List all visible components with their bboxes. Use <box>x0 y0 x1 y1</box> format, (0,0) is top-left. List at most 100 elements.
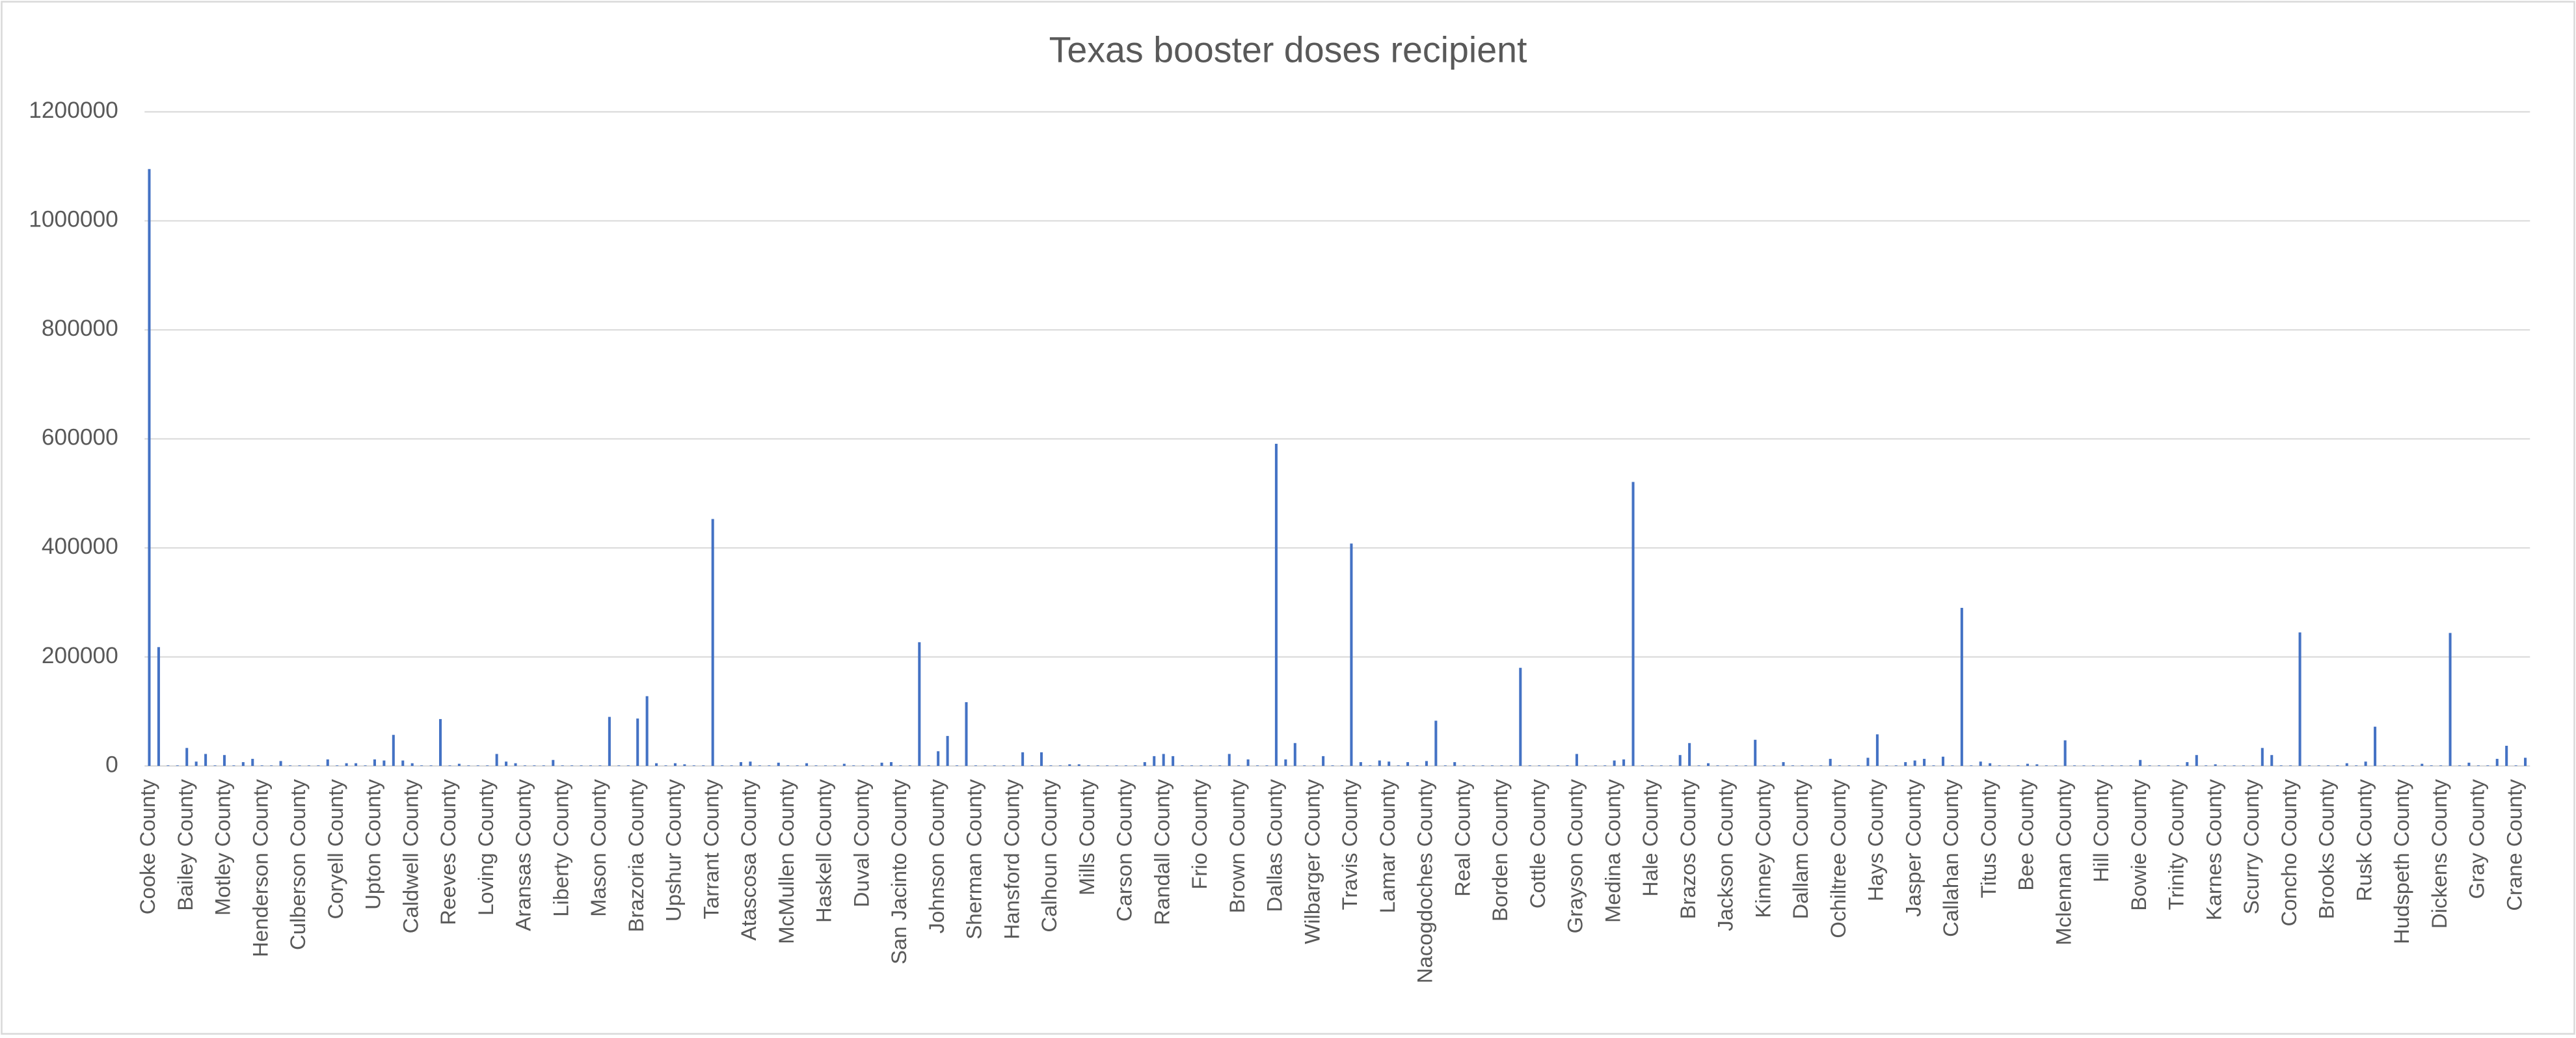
bar <box>345 763 348 766</box>
bar <box>1068 764 1071 766</box>
bar <box>232 765 235 766</box>
x-tick-label: Brazoria County <box>624 779 648 933</box>
bar <box>1857 765 1860 766</box>
bar <box>2514 765 2517 766</box>
bar <box>918 642 921 766</box>
bar <box>908 765 911 766</box>
bar <box>336 765 339 766</box>
x-tick-label: Culberson County <box>286 779 310 950</box>
x-tick-label: Ochiltree County <box>1826 779 1850 938</box>
bar <box>1782 762 1785 766</box>
bar <box>1951 765 1954 766</box>
bar <box>1960 608 1963 766</box>
bar <box>1312 765 1315 766</box>
x-tick-label: Brooks County <box>2314 779 2339 920</box>
x-tick-label: Kinney County <box>1751 779 1775 918</box>
bar <box>1913 760 1916 766</box>
bar <box>664 765 667 766</box>
bar <box>2495 759 2499 766</box>
bar <box>1115 765 1118 766</box>
bar <box>1697 765 1700 766</box>
bar <box>2476 765 2480 766</box>
bar <box>1124 765 1127 766</box>
bar <box>1801 765 1804 766</box>
bar <box>570 765 574 766</box>
x-tick-label: Gray County <box>2465 779 2489 899</box>
bar <box>842 763 846 766</box>
bar <box>486 765 489 766</box>
bar <box>2430 765 2433 766</box>
bar <box>1209 765 1212 766</box>
bar <box>1631 482 1635 766</box>
x-tick-label: Rusk County <box>2352 779 2376 902</box>
bar <box>1744 765 1747 766</box>
x-tick-label: Upshur County <box>662 779 686 922</box>
bar <box>1087 765 1090 766</box>
bar <box>636 718 639 766</box>
bar <box>1415 765 1419 766</box>
bar <box>2449 633 2452 766</box>
bar <box>1810 765 1813 766</box>
bar <box>2091 765 2095 766</box>
x-tick-label: Liberty County <box>548 779 572 917</box>
bar <box>655 763 658 766</box>
bar <box>1472 765 1475 766</box>
x-tick-label: Calhoun County <box>1037 779 1061 933</box>
bar <box>617 765 621 766</box>
y-tick-label: 1000000 <box>29 207 118 232</box>
bar <box>2186 762 2189 766</box>
y-tick-label: 0 <box>105 752 118 777</box>
bar <box>871 765 874 766</box>
bar <box>307 765 310 766</box>
bar <box>1049 765 1053 766</box>
bar <box>1989 763 1992 766</box>
bar <box>1265 765 1268 766</box>
bar <box>927 765 930 766</box>
bar <box>1331 765 1334 766</box>
bar <box>2082 765 2086 766</box>
bar <box>861 765 865 766</box>
bar <box>937 751 940 766</box>
bar <box>1303 765 1306 766</box>
x-tick-label: Brazos County <box>1676 779 1700 920</box>
bar <box>2035 764 2039 766</box>
bar <box>1340 765 1344 766</box>
bar <box>1058 765 1062 766</box>
bar <box>2073 765 2076 766</box>
bar <box>2205 765 2208 766</box>
x-tick-label: Carson County <box>1112 779 1136 922</box>
bar <box>1819 765 1823 766</box>
bar <box>1434 720 1438 766</box>
bar <box>2374 726 2377 766</box>
x-tick-label: Real County <box>1450 779 1474 897</box>
bar <box>2383 765 2386 766</box>
bar <box>1641 765 1644 766</box>
bar <box>2364 761 2367 766</box>
bar <box>1228 754 1231 766</box>
bar <box>2467 762 2471 766</box>
bar <box>2110 765 2113 766</box>
bar <box>2392 765 2395 766</box>
bar <box>2017 765 2020 766</box>
bar <box>438 718 442 766</box>
bar <box>1650 765 1654 766</box>
bar <box>1134 765 1137 766</box>
bar <box>1566 765 1569 766</box>
bar <box>965 702 968 766</box>
bar <box>410 763 414 766</box>
x-tick-label: Upton County <box>361 779 385 910</box>
bar <box>1012 765 1015 766</box>
bar <box>420 765 423 766</box>
x-tick-label: Cooke County <box>135 779 159 915</box>
bar <box>2458 765 2462 766</box>
bar <box>814 765 818 766</box>
bar <box>467 765 470 766</box>
bar <box>542 765 545 766</box>
bar <box>1096 765 1099 766</box>
bar <box>1256 765 1259 766</box>
bar <box>1773 765 1776 766</box>
bar <box>2167 765 2170 766</box>
x-tick-label: Caldwell County <box>398 779 422 934</box>
bar <box>984 765 987 766</box>
